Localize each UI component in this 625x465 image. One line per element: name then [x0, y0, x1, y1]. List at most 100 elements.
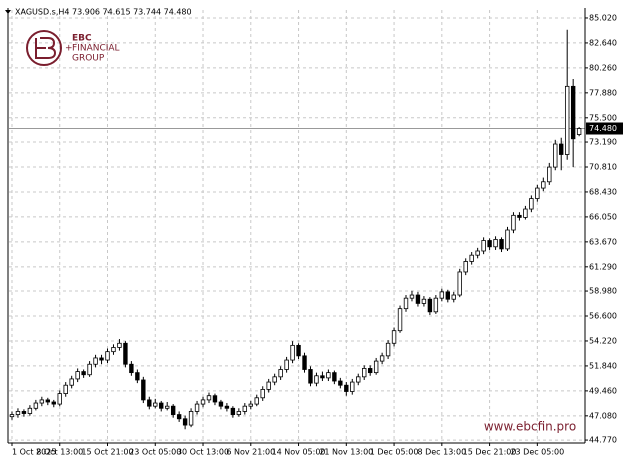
candle-body: [33, 402, 39, 409]
candle-body: [505, 229, 510, 250]
candle-body: [457, 271, 462, 296]
candle-body: [99, 357, 104, 361]
logo-text: FINANCIAL: [72, 44, 120, 54]
candle-body: [266, 381, 271, 390]
candle-body: [212, 395, 218, 403]
candle-body: [439, 291, 445, 299]
candle-body: [93, 357, 98, 365]
candle-body: [356, 376, 361, 383]
candle-body: [188, 411, 194, 426]
candle-body: [290, 344, 295, 361]
menu-arrow[interactable]: [5, 10, 11, 14]
candle-body: [385, 342, 391, 357]
candle-body: [367, 368, 373, 374]
y-tick-label: 73.190: [589, 138, 617, 147]
candle-body: [391, 330, 397, 344]
candle-body: [475, 250, 480, 256]
candle-body: [75, 371, 80, 380]
candle-body: [182, 418, 188, 426]
candle-body: [350, 381, 355, 392]
y-tick-label: 61.290: [589, 262, 617, 271]
y-tick-label: 47.080: [589, 411, 617, 420]
grid: [9, 10, 585, 443]
candle-body: [373, 360, 379, 374]
candle-body: [206, 395, 212, 401]
candle-body: [308, 369, 313, 384]
candle-body: [320, 375, 325, 379]
candle-body: [123, 342, 128, 365]
y-tick-label: 54.220: [589, 336, 617, 345]
candle-body: [135, 372, 140, 381]
watermark: www.ebcfin.pro: [484, 420, 576, 434]
x-tick-label: 14 Nov 05:00: [272, 448, 326, 457]
candle-body: [493, 239, 498, 248]
y-tick-label: 82.640: [589, 38, 617, 47]
x-tick-label: 15 Dec 21:00: [463, 448, 517, 457]
x-tick-label: 15 Oct 21:00: [81, 448, 133, 457]
candle-body: [397, 308, 403, 332]
logo-text: GROUP: [72, 54, 105, 64]
logo-mark: [35, 37, 57, 59]
candle-body: [332, 372, 337, 382]
candle-body: [87, 363, 92, 376]
candle-body: [129, 363, 134, 374]
y-tick-label: 80.260: [589, 63, 617, 72]
y-tick-label: 63.670: [589, 237, 617, 246]
x-tick-label: 6 Nov 21:00: [226, 448, 275, 457]
x-tick-label: 1 Dec 05:00: [370, 448, 419, 457]
logo-plus: +: [65, 44, 73, 54]
candle-body: [535, 187, 540, 199]
candle-body: [57, 393, 62, 405]
candle-body: [553, 143, 558, 168]
candle-body: [379, 355, 385, 362]
x-tick-label: 23 Dec 05:00: [510, 448, 564, 457]
y-tick-label: 56.600: [589, 312, 617, 321]
candle-body: [51, 401, 56, 405]
y-tick-label: 77.880: [589, 88, 617, 97]
candle-body: [517, 214, 522, 218]
candle-body: [427, 298, 433, 313]
candle-body: [570, 85, 576, 140]
candle-body: [314, 375, 319, 384]
last-price-box: [586, 122, 623, 135]
logo: + EBC FINANCIAL GROUP: [26, 30, 120, 66]
logo-text: EBC: [72, 34, 92, 44]
candle-body: [69, 378, 74, 386]
y-tick-label: 68.430: [589, 187, 617, 196]
x-tick-label: 23 Oct 05:00: [129, 448, 181, 457]
candle-body: [21, 411, 27, 414]
candle-body: [564, 85, 570, 155]
candle-body: [254, 397, 259, 405]
candle-body: [433, 297, 439, 313]
candle-body: [45, 399, 51, 403]
candle-body: [194, 403, 200, 412]
x-tick-label: 8 Dec 13:00: [417, 448, 466, 457]
candle-body: [141, 379, 146, 401]
candle-body: [236, 411, 242, 415]
candle-body: [338, 380, 343, 386]
logo-ring: [26, 30, 62, 66]
candle-body: [39, 399, 45, 404]
candle-body: [200, 399, 206, 405]
candle-body: [224, 405, 230, 409]
candle-body: [481, 240, 486, 252]
candle-body: [409, 294, 415, 299]
y-tick-label: 85.020: [589, 13, 617, 22]
y-tick-label: 49.460: [589, 386, 617, 395]
candle-body: [547, 166, 552, 183]
candle-body: [218, 401, 224, 407]
candle-body: [451, 294, 456, 300]
candle-body: [541, 181, 546, 189]
candle-body: [421, 298, 427, 304]
candle-body: [9, 414, 15, 418]
candle-body: [487, 240, 492, 248]
candle-body: [15, 411, 21, 415]
candle-body: [242, 405, 248, 412]
candle-body: [463, 261, 468, 273]
candle-body: [302, 355, 307, 370]
candle-body: [403, 297, 409, 310]
candle-body: [147, 399, 152, 407]
candle-body: [344, 384, 349, 392]
